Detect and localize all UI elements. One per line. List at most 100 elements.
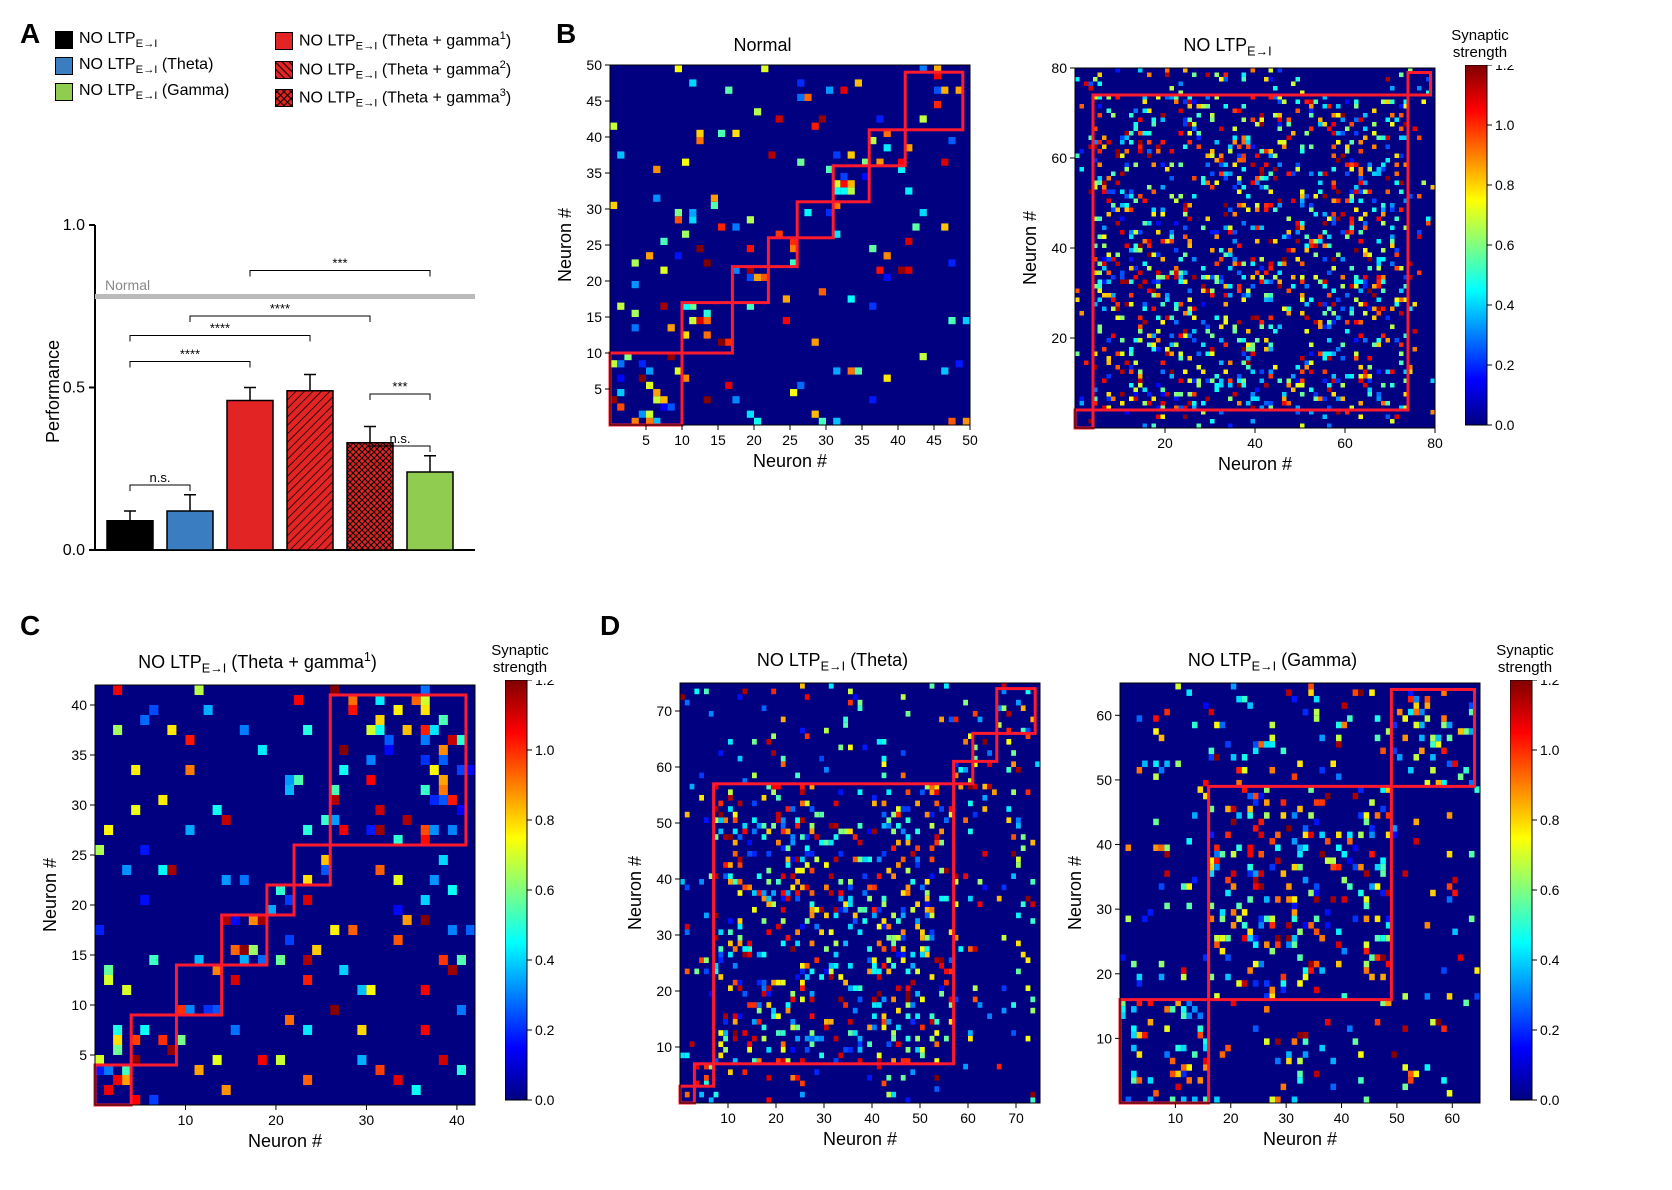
svg-text:1.0: 1.0 [535,742,555,758]
legend-item: NO LTPE→I (Theta + gamma2) [275,59,511,82]
heatmap-d-theta: NO LTPE→I (Theta)10203040506070102030405… [625,650,1055,1158]
legend-text: NO LTPE→I (Theta) [79,56,213,76]
svg-text:n.s.: n.s. [390,431,411,446]
svg-text:20: 20 [656,983,672,999]
svg-text:0.2: 0.2 [1495,357,1515,373]
colorbar-c: Synapticstrength0.00.20.40.60.81.01.2 [505,650,585,1145]
svg-text:1.2: 1.2 [1540,680,1560,688]
svg-text:Neuron #: Neuron # [40,858,60,932]
svg-text:70: 70 [1008,1110,1024,1126]
svg-text:****: **** [210,321,230,336]
panel-label-a: A [20,18,40,50]
legend-text: NO LTPE→I (Theta + gamma3) [299,87,511,110]
svg-text:Neuron #: Neuron # [823,1129,897,1149]
legend-text: NO LTPE→I (Gamma) [79,82,229,102]
heatmap-c: NO LTPE→I (Theta + gamma1)10203040510152… [40,650,490,1160]
svg-text:1.0: 1.0 [63,217,85,234]
colorbar-title: Synapticstrength [480,642,560,676]
colorbar-title: Synapticstrength [1485,642,1565,676]
svg-text:Neuron #: Neuron # [1065,856,1085,930]
svg-text:10: 10 [720,1110,736,1126]
svg-text:10: 10 [586,345,602,361]
legend-item: NO LTPE→I (Theta) [55,56,257,76]
heatmap-b-normal: Normal5101520253035404550510152025303540… [555,35,985,480]
svg-text:30: 30 [1278,1110,1294,1126]
svg-text:***: *** [392,379,407,394]
svg-text:Neuron #: Neuron # [625,856,645,930]
svg-text:40: 40 [586,129,602,145]
svg-text:0.0: 0.0 [63,542,85,559]
svg-text:50: 50 [962,432,978,448]
svg-text:1.0: 1.0 [1540,742,1560,758]
svg-text:45: 45 [586,93,602,109]
svg-text:0.8: 0.8 [1495,177,1515,193]
svg-text:25: 25 [586,237,602,253]
svg-text:Neuron #: Neuron # [753,451,827,471]
legend-text: NO LTPE→I (Theta + gamma2) [299,59,511,82]
svg-text:****: **** [180,347,200,362]
svg-text:5: 5 [79,1047,87,1063]
legend-text: NO LTPE→I (Theta + gamma1) [299,30,511,53]
svg-text:0.4: 0.4 [1540,952,1560,968]
svg-text:0.4: 0.4 [1495,297,1515,313]
panel-label-d: D [600,610,620,642]
svg-text:40: 40 [449,1112,465,1128]
legend-item: NO LTPE→I [55,30,257,50]
svg-text:30: 30 [586,201,602,217]
heatmap-title: Normal [555,35,970,56]
svg-text:20: 20 [746,432,762,448]
svg-text:35: 35 [586,165,602,181]
svg-text:35: 35 [71,747,87,763]
svg-text:40: 40 [1096,836,1112,852]
svg-text:Neuron #: Neuron # [1263,1129,1337,1149]
svg-text:70: 70 [656,703,672,719]
svg-text:80: 80 [1051,63,1067,76]
svg-text:50: 50 [656,815,672,831]
svg-text:30: 30 [1096,901,1112,917]
heatmap-title: NO LTPE→I (Theta + gamma1) [40,650,475,676]
svg-text:40: 40 [1334,1110,1350,1126]
svg-text:0.5: 0.5 [63,380,85,397]
panel-label-c: C [20,610,40,642]
svg-text:n.s.: n.s. [150,470,171,485]
legend-text: NO LTPE→I [79,30,157,50]
svg-text:0.8: 0.8 [1540,812,1560,828]
colorbar-b: Synapticstrength0.00.20.40.60.81.01.2 [1465,35,1545,470]
svg-text:35: 35 [854,432,870,448]
svg-text:****: **** [270,301,290,316]
svg-text:30: 30 [818,432,834,448]
svg-text:0.0: 0.0 [535,1092,555,1108]
svg-text:45: 45 [926,432,942,448]
svg-text:40: 40 [656,871,672,887]
svg-text:10: 10 [1096,1030,1112,1046]
svg-text:5: 5 [594,381,602,397]
svg-text:40: 40 [864,1110,880,1126]
svg-text:60: 60 [960,1110,976,1126]
svg-text:10: 10 [71,997,87,1013]
svg-text:15: 15 [710,432,726,448]
svg-text:50: 50 [1389,1110,1405,1126]
svg-text:0.2: 0.2 [1540,1022,1560,1038]
svg-text:Neuron #: Neuron # [555,208,575,282]
svg-text:50: 50 [1096,772,1112,788]
svg-text:0.0: 0.0 [1540,1092,1560,1108]
legend-item: NO LTPE→I (Theta + gamma1) [275,30,511,53]
svg-text:***: *** [332,256,347,271]
legend-item: NO LTPE→I (Theta + gamma3) [275,87,511,110]
svg-text:30: 30 [816,1110,832,1126]
svg-text:60: 60 [1337,435,1353,451]
svg-text:20: 20 [268,1112,284,1128]
svg-text:25: 25 [71,847,87,863]
svg-text:50: 50 [912,1110,928,1126]
svg-text:0.2: 0.2 [535,1022,555,1038]
svg-text:40: 40 [1247,435,1263,451]
svg-text:0.6: 0.6 [1495,237,1515,253]
svg-text:40: 40 [890,432,906,448]
svg-text:0.6: 0.6 [1540,882,1560,898]
svg-text:10: 10 [178,1112,194,1128]
bar-chart: 0.00.51.0n.s.******************n.s. [35,185,535,590]
svg-text:20: 20 [768,1110,784,1126]
svg-text:0.8: 0.8 [535,812,555,828]
svg-text:20: 20 [586,273,602,289]
svg-text:20: 20 [1157,435,1173,451]
